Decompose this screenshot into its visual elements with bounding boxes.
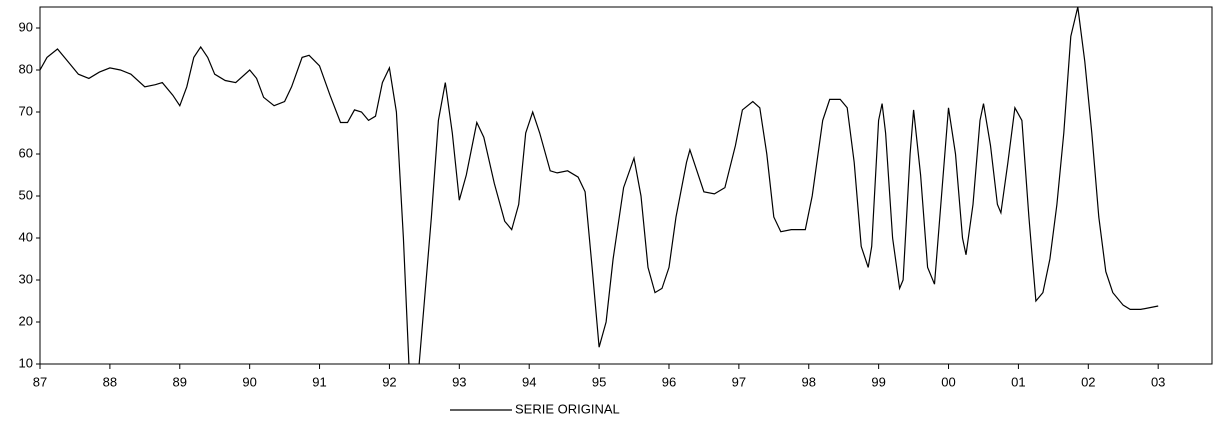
legend-label: SERIE ORIGINAL (515, 401, 620, 416)
x-tick-label: 02 (1081, 374, 1095, 389)
y-tick-label: 70 (19, 103, 33, 118)
x-tick-label: 95 (592, 374, 606, 389)
x-tick-label: 89 (173, 374, 187, 389)
plot-frame (39, 6, 1213, 365)
y-tick-label: 30 (19, 271, 33, 286)
y-tick-label: 40 (19, 229, 33, 244)
y-tick-label: 90 (19, 19, 33, 34)
x-tick-label: 01 (1011, 374, 1025, 389)
x-tick-label: 96 (662, 374, 676, 389)
y-tick-label: 60 (19, 145, 33, 160)
x-tick-label: 90 (242, 374, 256, 389)
x-tick-label: 91 (312, 374, 326, 389)
x-tick-label: 94 (522, 374, 536, 389)
y-tick-label: 20 (19, 313, 33, 328)
y-tick-label: 50 (19, 187, 33, 202)
x-tick-label: 97 (732, 374, 746, 389)
y-tick-label: 80 (19, 61, 33, 76)
x-tick-label: 98 (802, 374, 816, 389)
series-line (40, 7, 1159, 364)
x-tick-label: 99 (871, 374, 885, 389)
x-tick-label: 88 (103, 374, 117, 389)
x-tick-label: 92 (382, 374, 396, 389)
x-tick-label: 03 (1151, 374, 1165, 389)
x-tick-label: 87 (33, 374, 47, 389)
x-tick-label: 00 (941, 374, 955, 389)
y-tick-label: 10 (19, 355, 33, 370)
x-tick-label: 93 (452, 374, 466, 389)
